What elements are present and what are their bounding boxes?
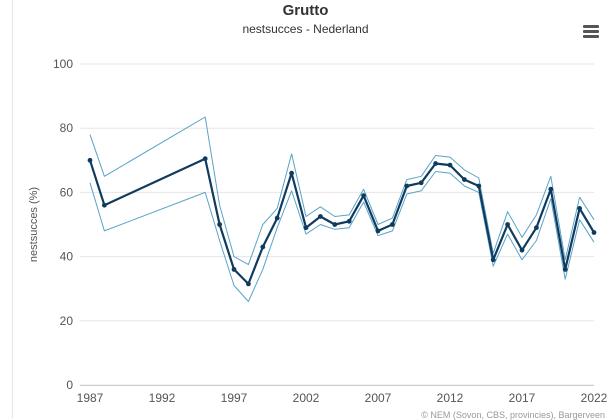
data-point[interactable]	[289, 170, 294, 176]
data-points	[87, 156, 597, 287]
data-point[interactable]	[274, 215, 280, 221]
series-lines	[88, 116, 595, 302]
chart-credits[interactable]: © NEM (Sovon, CBS, provincies), Bargerve…	[421, 410, 605, 420]
data-point[interactable]	[303, 225, 309, 231]
data-point[interactable]	[390, 222, 395, 227]
data-point[interactable]	[447, 162, 453, 168]
x-tick-label: 1987	[77, 391, 104, 405]
data-point[interactable]	[462, 177, 467, 182]
series-line-lower	[89, 171, 595, 302]
x-tick-label: 1997	[221, 391, 248, 405]
data-point[interactable]	[591, 230, 597, 235]
menu-bar	[583, 25, 599, 28]
data-point[interactable]	[318, 214, 323, 219]
x-tick-label: 2017	[509, 391, 536, 405]
data-point[interactable]	[202, 156, 208, 162]
data-point[interactable]	[404, 183, 410, 189]
x-tick-label: 1992	[149, 391, 176, 405]
data-point[interactable]	[231, 267, 237, 272]
gridlines	[80, 63, 594, 386]
data-point[interactable]	[562, 267, 568, 272]
y-axis-title: nestsucces (%)	[28, 187, 40, 262]
data-point[interactable]	[505, 222, 510, 227]
data-point[interactable]	[375, 228, 381, 234]
y-tick-label: 60	[60, 185, 74, 199]
chart-subtitle: nestsucces - Nederland	[242, 22, 369, 36]
data-point[interactable]	[260, 244, 266, 250]
series-line-main	[88, 157, 595, 285]
data-point[interactable]	[332, 222, 338, 227]
menu-bar	[583, 30, 599, 33]
y-tick-label: 80	[60, 121, 74, 135]
x-tick-label: 2002	[293, 391, 320, 405]
data-point[interactable]	[87, 157, 93, 163]
chart-title: Grutto	[282, 2, 329, 19]
y-tick-label: 100	[53, 57, 73, 71]
data-point[interactable]	[534, 225, 539, 231]
data-point[interactable]	[577, 206, 582, 211]
y-tick-label: 40	[60, 250, 74, 264]
y-tick-label: 0	[66, 378, 73, 392]
data-point[interactable]	[519, 247, 525, 253]
data-point[interactable]	[418, 180, 424, 186]
panel-edge	[12, 0, 13, 418]
x-tick-label: 2007	[365, 391, 392, 405]
data-point[interactable]	[217, 222, 223, 227]
data-point[interactable]	[490, 257, 496, 263]
data-point[interactable]	[102, 202, 107, 208]
data-point[interactable]	[346, 218, 352, 224]
series-line-upper	[89, 116, 595, 266]
data-point[interactable]	[433, 161, 438, 166]
y-axis-labels: 0 20 40 60 80 100	[53, 57, 73, 392]
data-point[interactable]	[548, 186, 554, 192]
y-tick-label: 20	[60, 314, 74, 328]
data-point[interactable]	[246, 281, 251, 287]
x-tick-label: 2012	[437, 391, 464, 405]
x-axis-labels: 1987 1992 1997 2002 2007 2012 2017 2022	[77, 391, 608, 405]
data-point[interactable]	[476, 183, 482, 189]
menu-bar	[583, 35, 599, 38]
chart-menu-hamburger-icon[interactable]	[583, 25, 599, 39]
data-point[interactable]	[361, 193, 366, 199]
x-tick-label: 2022	[581, 391, 608, 405]
